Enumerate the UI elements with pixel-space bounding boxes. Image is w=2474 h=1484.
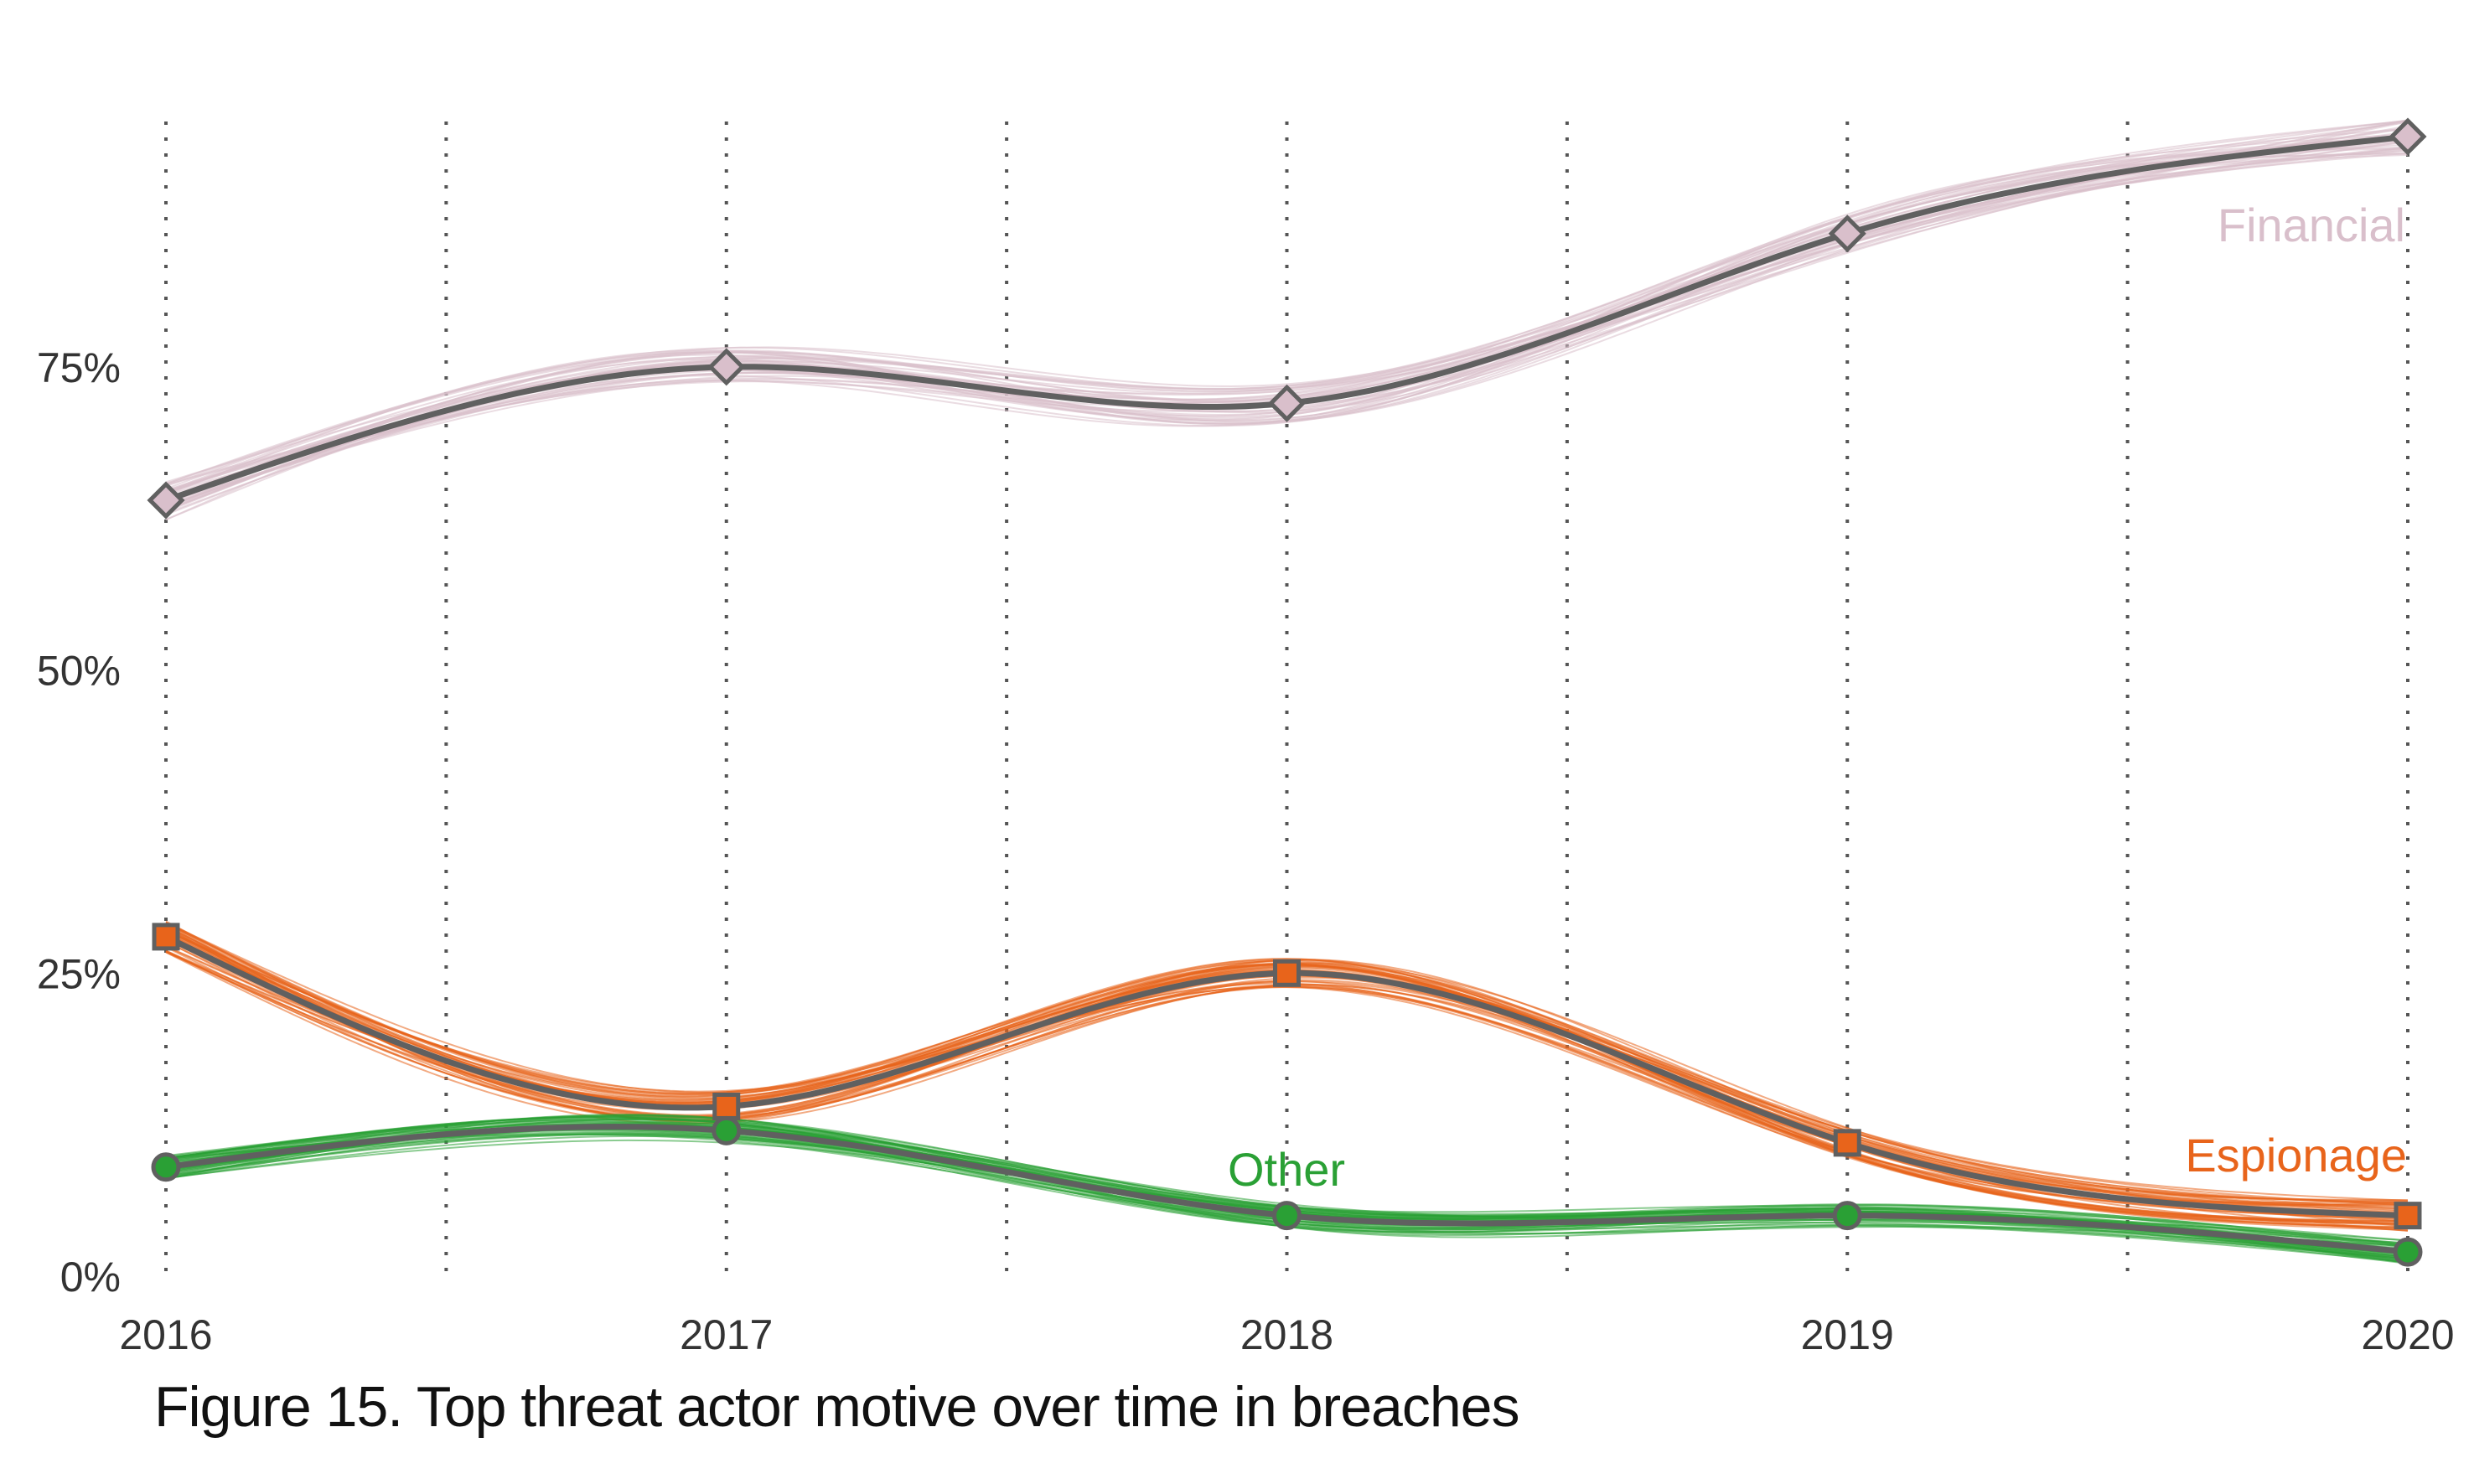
axis-labels: 2016 2017 2018 2019 2020 0% 25% 50% 75%	[37, 344, 2455, 1358]
band-line	[165, 147, 2409, 493]
band-line	[165, 153, 2409, 501]
data-point-espionage	[712, 1092, 741, 1120]
band-line	[165, 143, 2409, 509]
band-line	[165, 922, 2409, 1226]
figure-caption: Figure 15. Top threat actor motive over …	[154, 1375, 1519, 1439]
x-tick-label: 2020	[2361, 1311, 2454, 1358]
data-point-financial	[147, 481, 185, 520]
uncertainty-bands	[165, 119, 2409, 1264]
series-label-financial: Financial	[2218, 199, 2405, 251]
x-tick-label: 2019	[1801, 1311, 1894, 1358]
data-point-financial	[1267, 384, 1307, 422]
data-point-espionage	[1273, 959, 1301, 987]
data-point-other	[712, 1115, 742, 1145]
band-line	[165, 147, 2409, 505]
data-point-other	[2393, 1237, 2423, 1267]
series-label-other: Other	[1228, 1143, 1345, 1196]
y-tick-label: 75%	[37, 344, 121, 391]
data-point-financial	[1828, 215, 1866, 253]
data-point-other	[1832, 1201, 1862, 1231]
y-tick-label: 50%	[37, 648, 121, 695]
x-tick-label: 2016	[119, 1311, 212, 1358]
series-label-espionage: Espionage	[2185, 1129, 2407, 1182]
band-line	[165, 140, 2409, 511]
data-point-financial	[2389, 117, 2427, 156]
data-point-espionage	[2394, 1202, 2422, 1230]
data-point-other	[1272, 1201, 1302, 1231]
series-labels: Financial Espionage Other	[1228, 199, 2407, 1196]
data-point-espionage	[1833, 1129, 1861, 1157]
y-tick-label: 25%	[37, 950, 121, 997]
data-point-espionage	[152, 923, 180, 951]
data-point-financial	[707, 348, 746, 386]
data-point-markers	[147, 117, 2427, 1267]
band-line	[165, 153, 2409, 501]
x-tick-label: 2017	[680, 1311, 773, 1358]
data-point-other	[151, 1152, 181, 1182]
band-line	[165, 936, 2409, 1229]
x-tick-label: 2018	[1240, 1311, 1333, 1358]
y-tick-label: 0%	[60, 1254, 121, 1300]
grid-lines	[164, 122, 2409, 1278]
